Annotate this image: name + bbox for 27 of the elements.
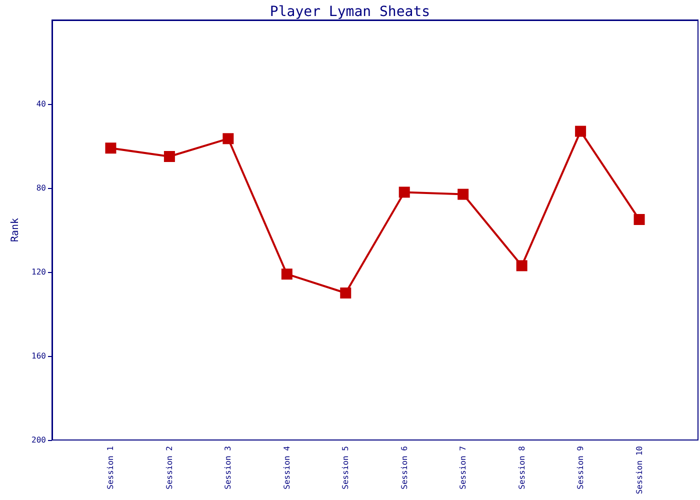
x-tick-label: Session 2 [164,446,174,490]
y-tick-label: 120 [32,268,46,276]
point [105,142,116,154]
y-tick-label: 80 [36,184,46,192]
point [634,214,645,225]
x-tick-label: Session 7 [458,446,468,490]
point [281,268,292,280]
point [222,133,234,144]
y-tick-label: 160 [32,352,46,360]
point [398,186,410,198]
point [516,260,528,272]
x-tick-label: Session 9 [576,446,586,490]
x-tick-label: Session 3 [224,446,233,490]
point [164,151,175,162]
point [340,288,352,298]
point [575,126,586,137]
x-tick-label: Session 10 [634,446,644,494]
point [458,188,469,200]
y-tick-label: 200 [32,436,46,444]
y-tick-label: 40 [36,100,46,108]
x-tick-label: Session 6 [400,446,409,490]
x-tick-label: Session 1 [106,446,116,490]
chart-title: Player Lyman Sheats [270,4,430,20]
x-tick-label: Session 4 [282,446,292,490]
x-tick-label: Session 8 [517,446,526,490]
y-axis-title: Rank [10,218,22,242]
x-tick-label: Session 5 [341,446,350,490]
